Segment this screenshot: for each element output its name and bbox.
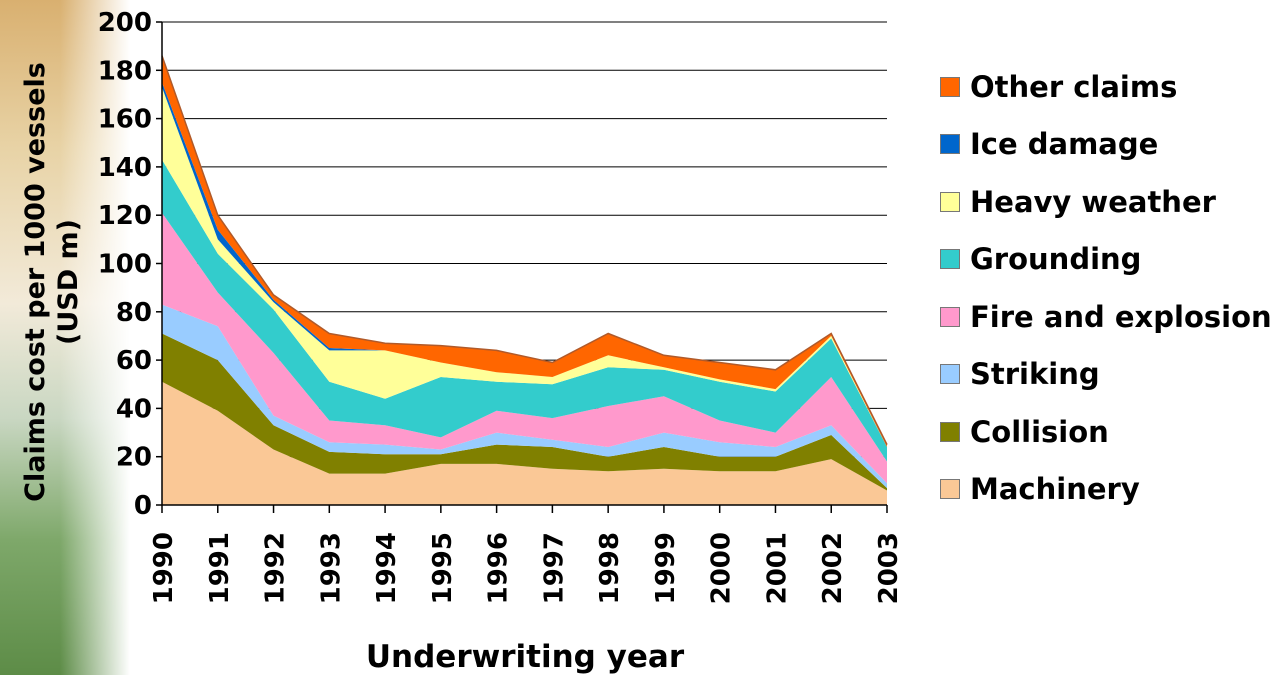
legend-swatch	[940, 191, 960, 212]
x-tick-label: 2002	[818, 532, 848, 604]
legend-label: Collision	[970, 414, 1109, 449]
legend-item: Fire and explosion	[940, 288, 1280, 346]
background-photo-fade	[60, 0, 130, 675]
area-other-claims	[162, 55, 887, 448]
x-tick-label: 2001	[763, 532, 793, 604]
y-tick-label: 20	[116, 443, 152, 473]
y-tick-label: 60	[116, 346, 152, 376]
x-tick-label: 1990	[149, 532, 179, 604]
area-top-outline	[161, 55, 888, 445]
legend-swatch	[940, 134, 960, 155]
y-axis-title-line-1: Claims cost per 1000 vessels	[20, 62, 51, 502]
legend-item: Striking	[940, 346, 1280, 404]
x-tick-label: 1996	[484, 532, 514, 604]
legend-label: Other claims	[970, 69, 1178, 104]
legend-item: Other claims	[940, 58, 1280, 116]
y-tick-label: 200	[98, 8, 152, 38]
area-collision	[162, 333, 887, 491]
y-tick-label: 0	[134, 491, 152, 521]
legend-item: Heavy weather	[940, 173, 1280, 231]
area-fire-and-explosion	[162, 212, 887, 484]
legend-item: Collision	[940, 403, 1280, 461]
x-tick-labels: 1990 1991 1992 1993 1994 1995 1996 1997 1998 1999…	[149, 532, 904, 604]
legend-label: Striking	[970, 357, 1100, 392]
area-machinery	[162, 381, 887, 505]
x-tick-label: 1992	[261, 532, 291, 604]
legend-item: Ice damage	[940, 116, 1280, 174]
y-tick-label: 120	[98, 201, 152, 231]
legend-swatch	[940, 76, 960, 97]
x-axis-title: Underwriting year	[366, 639, 685, 675]
x-tick-label: 1994	[372, 532, 402, 604]
y-tick-label: 140	[98, 153, 152, 183]
y-tick-label: 100	[98, 250, 152, 280]
legend-swatch	[940, 364, 960, 385]
area-heavy-weather	[162, 87, 887, 447]
legend-label: Heavy weather	[970, 184, 1216, 219]
axes	[156, 21, 888, 513]
legend-label: Machinery	[970, 472, 1140, 507]
x-tick-label: 2000	[707, 532, 737, 604]
x-tick-label: 2003	[874, 532, 904, 604]
y-axis-title-line-2: (USD m)	[53, 219, 84, 345]
legend-swatch	[940, 479, 960, 500]
legend: Other claims Ice damage Heavy weather Groun…	[940, 58, 1280, 518]
legend-label: Ice damage	[970, 127, 1159, 162]
legend-label: Grounding	[970, 242, 1142, 277]
area-striking	[162, 304, 887, 489]
x-tick-label: 1998	[595, 532, 625, 604]
y-tick-labels: 0 20 40 60 80 100 120 140 160 180 200	[98, 8, 152, 521]
y-tick-label: 180	[98, 56, 152, 86]
x-tick-label: 1995	[428, 532, 458, 604]
legend-item: Machinery	[940, 461, 1280, 519]
y-tick-label: 160	[98, 105, 152, 135]
y-tick-label: 80	[116, 298, 152, 328]
legend-swatch	[940, 421, 960, 442]
legend-swatch	[940, 306, 960, 327]
x-tick-label: 1993	[316, 532, 346, 604]
area-grounding	[162, 159, 887, 462]
area-series	[161, 55, 888, 505]
y-tick-label: 40	[116, 394, 152, 424]
legend-swatch	[940, 249, 960, 270]
x-tick-label: 1999	[651, 532, 681, 604]
legend-item: Grounding	[940, 231, 1280, 289]
x-tick-label: 1991	[205, 532, 235, 604]
x-tick-label: 1997	[539, 532, 569, 604]
legend-label: Fire and explosion	[970, 299, 1272, 334]
